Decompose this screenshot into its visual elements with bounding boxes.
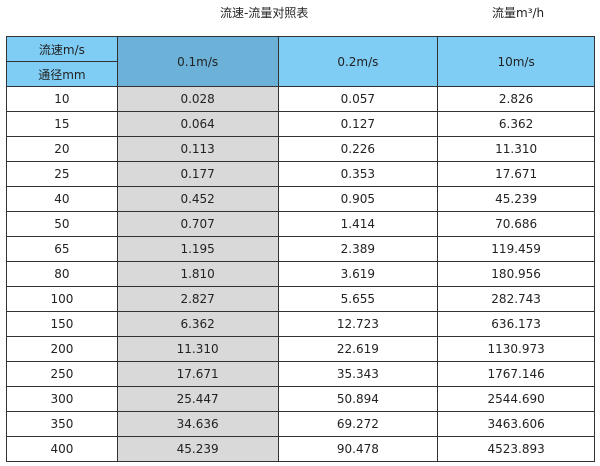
flow-cell: 45.239 xyxy=(437,186,595,212)
diameter-header: 通径mm xyxy=(6,61,118,87)
flow-cell: 1.195 xyxy=(116,236,279,262)
flow-cell: 11.310 xyxy=(437,136,595,162)
flow-cell: 0.353 xyxy=(277,161,439,187)
flow-cell: 25.447 xyxy=(116,386,279,412)
flow-cell: 11.310 xyxy=(116,336,279,362)
diameter-cell: 250 xyxy=(6,361,118,387)
table-row: 150 6.362 12.723 636.173 xyxy=(6,311,595,337)
column-header: 10m/s xyxy=(437,36,595,87)
table-row: 10 0.028 0.057 2.826 xyxy=(6,86,595,112)
velocity-header: 流速m/s xyxy=(6,36,118,62)
flow-cell: 3.619 xyxy=(277,261,439,287)
diameter-cell: 15 xyxy=(6,111,118,137)
diameter-cell: 65 xyxy=(6,236,118,262)
diameter-cell: 40 xyxy=(6,186,118,212)
diameter-cell: 350 xyxy=(6,411,118,437)
flow-cell: 35.343 xyxy=(277,361,439,387)
diameter-cell: 80 xyxy=(6,261,118,287)
table-row: 400 45.239 90.478 4523.893 xyxy=(6,436,595,462)
flow-cell: 5.655 xyxy=(277,286,439,312)
flow-cell: 119.459 xyxy=(437,236,595,262)
diameter-cell: 25 xyxy=(6,161,118,187)
table-row: 25 0.177 0.353 17.671 xyxy=(6,161,595,187)
flow-cell: 70.686 xyxy=(437,211,595,237)
flow-cell: 17.671 xyxy=(437,161,595,187)
table-row: 200 11.310 22.619 1130.973 xyxy=(6,336,595,362)
flow-cell: 2.389 xyxy=(277,236,439,262)
table-title: 流速-流量对照表 xyxy=(220,6,309,20)
table-row: 80 1.810 3.619 180.956 xyxy=(6,261,595,287)
flow-cell: 1.810 xyxy=(116,261,279,287)
flow-cell: 69.272 xyxy=(277,411,439,437)
flow-cell: 0.707 xyxy=(116,211,279,237)
unit-label: 流量m³/h xyxy=(492,6,545,20)
flow-cell: 1130.973 xyxy=(437,336,595,362)
table-row: 300 25.447 50.894 2544.690 xyxy=(6,386,595,412)
flow-cell: 12.723 xyxy=(277,311,439,337)
flow-cell: 2544.690 xyxy=(437,386,595,412)
diameter-cell: 100 xyxy=(6,286,118,312)
flow-cell: 17.671 xyxy=(116,361,279,387)
flow-cell: 0.177 xyxy=(116,161,279,187)
table-row: 100 2.827 5.655 282.743 xyxy=(6,286,595,312)
table-row: 65 1.195 2.389 119.459 xyxy=(6,236,595,262)
flow-cell: 6.362 xyxy=(437,111,595,137)
flow-cell: 0.226 xyxy=(277,136,439,162)
flow-cell: 45.239 xyxy=(116,436,279,462)
column-header: 0.2m/s xyxy=(277,36,439,87)
column-header: 0.1m/s xyxy=(116,36,279,87)
flow-cell: 3463.606 xyxy=(437,411,595,437)
flow-cell: 90.478 xyxy=(277,436,439,462)
flow-cell: 2.826 xyxy=(437,86,595,112)
flow-table: 流速m/s 0.1m/s 0.2m/s 10m/s 通径mm 10 0.028 0.… xyxy=(6,36,595,462)
diameter-cell: 300 xyxy=(6,386,118,412)
flow-cell: 282.743 xyxy=(437,286,595,312)
flow-cell: 0.028 xyxy=(116,86,279,112)
flow-cell: 50.894 xyxy=(277,386,439,412)
diameter-cell: 400 xyxy=(6,436,118,462)
flow-cell: 1767.146 xyxy=(437,361,595,387)
diameter-cell: 200 xyxy=(6,336,118,362)
flow-cell: 4523.893 xyxy=(437,436,595,462)
diameter-cell: 50 xyxy=(6,211,118,237)
table-row: 20 0.113 0.226 11.310 xyxy=(6,136,595,162)
table-row: 40 0.452 0.905 45.239 xyxy=(6,186,595,212)
table-row: 50 0.707 1.414 70.686 xyxy=(6,211,595,237)
flow-cell: 636.173 xyxy=(437,311,595,337)
diameter-cell: 20 xyxy=(6,136,118,162)
flow-cell: 2.827 xyxy=(116,286,279,312)
flow-cell: 6.362 xyxy=(116,311,279,337)
table-row: 250 17.671 35.343 1767.146 xyxy=(6,361,595,387)
flow-cell: 0.127 xyxy=(277,111,439,137)
diameter-cell: 150 xyxy=(6,311,118,337)
flow-cell: 0.064 xyxy=(116,111,279,137)
flow-cell: 34.636 xyxy=(116,411,279,437)
table-row: 15 0.064 0.127 6.362 xyxy=(6,111,595,137)
flow-cell: 0.452 xyxy=(116,186,279,212)
diameter-cell: 10 xyxy=(6,86,118,112)
flow-cell: 22.619 xyxy=(277,336,439,362)
table-row: 350 34.636 69.272 3463.606 xyxy=(6,411,595,437)
flow-cell: 0.113 xyxy=(116,136,279,162)
flow-cell: 0.057 xyxy=(277,86,439,112)
flow-cell: 0.905 xyxy=(277,186,439,212)
flow-cell: 1.414 xyxy=(277,211,439,237)
flow-cell: 180.956 xyxy=(437,261,595,287)
